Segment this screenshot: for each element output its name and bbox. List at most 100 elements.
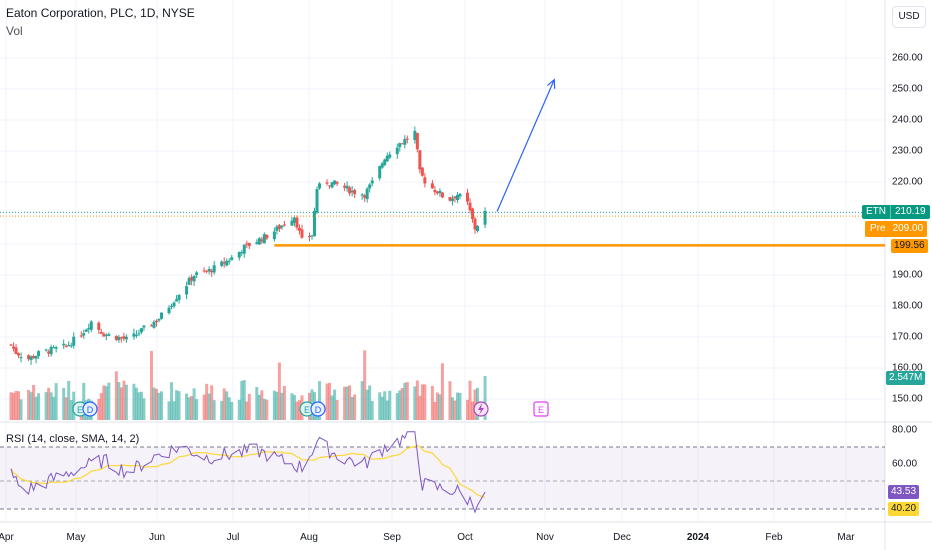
candle-body [315,189,319,213]
currency-button[interactable]: USD [892,6,926,28]
volume-bar [455,392,459,420]
candle-body [225,260,229,266]
volume-bar [318,381,322,420]
candle-body [438,190,442,194]
candle-body [12,346,16,349]
candle-body [265,234,269,239]
candle-body [388,154,392,158]
volume-bar [137,392,141,420]
dividend-marker[interactable]: D [82,401,98,417]
candle-body [466,192,470,202]
candle-body [119,337,123,339]
volume-bar [378,392,382,420]
candle-body [330,182,334,188]
candle-body [69,345,73,347]
volume-bar [205,383,209,420]
candle-body [154,320,158,322]
candle-body [453,196,457,199]
candle-body [448,196,452,201]
candle-body [160,312,164,319]
volume-bar [398,390,402,420]
volume-bar [383,391,387,420]
volume-bar [328,382,332,420]
rsi-value-tag: 43.53 [888,485,920,499]
volume-bar [245,401,249,420]
volume-bar [139,391,143,420]
volume-bar [365,389,369,420]
volume-bar [195,399,199,420]
volume-bar [32,384,36,420]
rsi-indicator-label[interactable]: RSI (14, close, SMA, 14, 2) [6,433,140,445]
volume-bar [466,399,470,420]
candle-body [202,270,206,272]
volume-bar [418,395,422,420]
volume-bar [192,388,196,420]
volume-bar [49,392,53,420]
candle-body [468,202,472,211]
candle-body [430,183,434,189]
candle-body [142,325,146,328]
volume-indicator-label[interactable]: Vol [6,24,23,38]
symbol-title[interactable]: Eaton Corporation, PLC, 1D, NYSE [6,6,195,20]
volume-bar [132,383,136,420]
price-tick: 160.00 [892,362,923,374]
volume-bar [440,363,444,420]
volume-bar [227,397,231,420]
candle-body [333,180,337,185]
candle-body [134,334,138,336]
candle-body [365,188,369,200]
candle-body [345,185,349,189]
price-tick: 240.00 [892,114,923,126]
volume-bar [240,380,244,420]
time-label: Sep [383,532,401,543]
candle-body [418,150,422,170]
candle-body [350,190,354,193]
candle-body [227,260,231,262]
volume-bar [435,392,439,420]
candle-body [157,319,161,321]
volume-bar [360,381,364,420]
candle-body [54,347,58,349]
candle-body [67,344,71,346]
candle-body [343,185,347,188]
candle-body [152,321,156,328]
candle-body [172,302,176,307]
upcoming-earnings-marker[interactable]: E [533,401,549,417]
volume-bar [458,392,462,420]
volume-bar [170,382,174,420]
volume-tag: 2.547M [886,371,926,385]
volume-bar [172,401,176,420]
volume-bar [353,394,357,420]
volume-bar [433,401,437,420]
candle-body [433,189,437,193]
volume-bar [122,380,126,420]
time-label: Apr [0,532,14,543]
volume-bar [330,395,334,420]
price-tick: 220.00 [892,176,923,188]
rsi-band [0,447,885,509]
earnings-marker-letter: E [77,405,83,415]
volume-bar [295,401,299,420]
volume-bar [282,385,286,420]
splits-lightning-icon[interactable] [473,401,489,417]
volume-bar [54,383,58,420]
volume-bar [290,393,294,420]
candle-body [318,183,322,189]
dividend-marker[interactable]: D [310,401,326,417]
volume-bar [343,386,347,420]
candle-body [49,346,53,355]
volume-bar [277,362,281,420]
volume-bar [471,401,475,420]
price-tick: 180.00 [892,300,923,312]
candle-body [122,336,126,339]
time-label: Feb [765,532,783,543]
drawings[interactable] [0,78,885,247]
volume-bar [142,398,146,420]
volume-bar [297,400,301,420]
candle-body [413,130,417,141]
candle-body [368,184,372,189]
candle-body [89,321,93,330]
